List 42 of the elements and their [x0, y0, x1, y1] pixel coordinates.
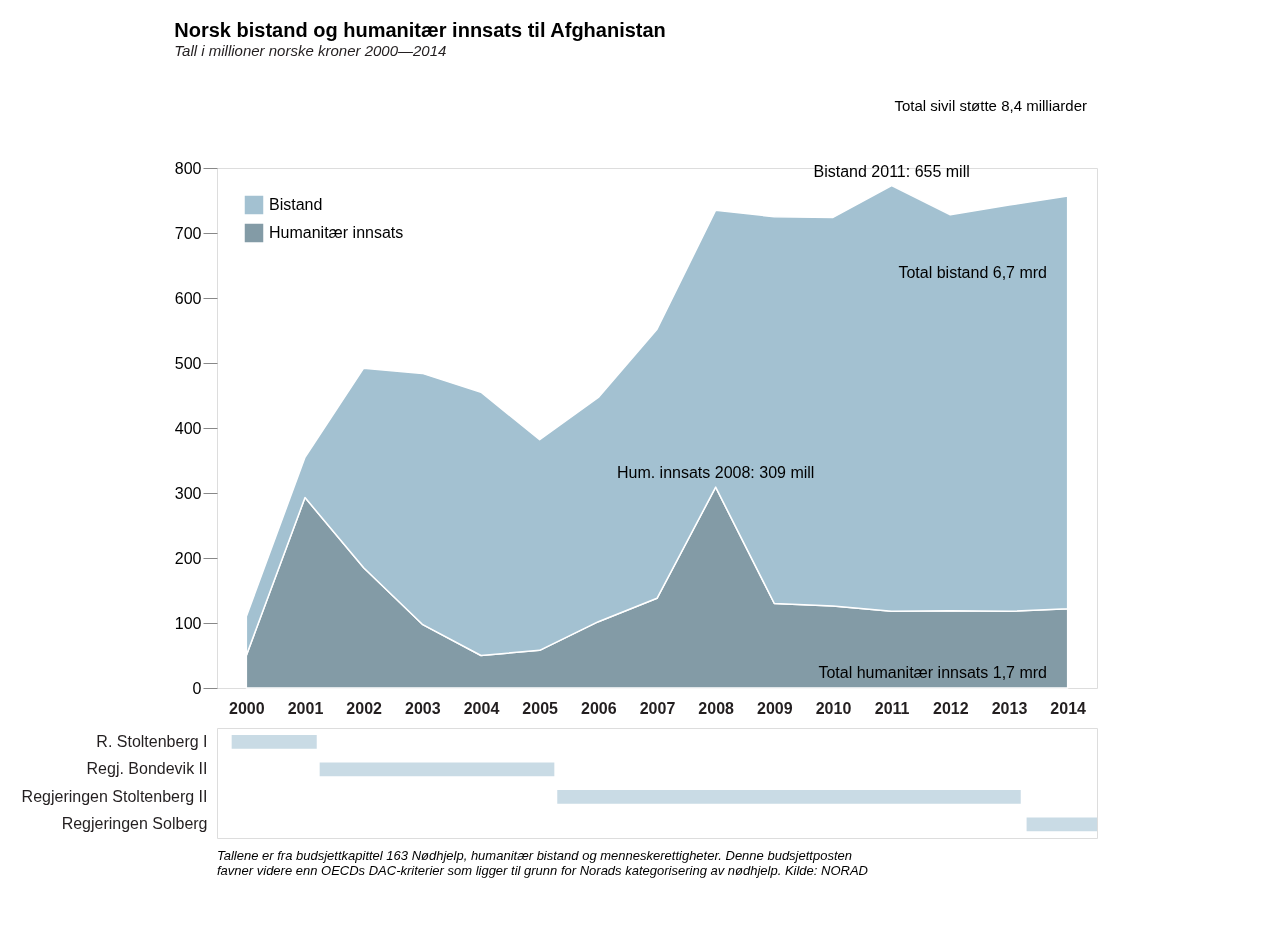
x-tick-label: 2009	[757, 699, 793, 717]
annotation: Total humanitær innsats 1,7 mrd	[818, 664, 1047, 681]
y-tick-label: 600	[174, 289, 202, 307]
y-tick-label: 100	[174, 614, 202, 632]
x-tick-label: 2004	[463, 699, 500, 717]
x-tick-label: 2002	[346, 699, 383, 717]
y-tick-label: Regjeringen Solberg	[61, 815, 208, 833]
y-tick-label: 300	[174, 484, 202, 502]
legend-label: Bistand	[269, 196, 323, 213]
y-tick-label: 500	[174, 354, 202, 372]
x-tick-label: 2014	[1050, 699, 1087, 717]
annotation: Total bistand 6,7 mrd	[898, 264, 1047, 281]
y-tick-label: Regj. Bondevik II	[86, 760, 208, 778]
x-tick-label: 2000	[229, 699, 265, 717]
bar	[319, 762, 555, 777]
chart-title: Norsk bistand og humanitær innsats til Afghanistan	[174, 19, 666, 41]
chart-subtitle: Tall i millioner norske kroner 2000—2014	[174, 42, 447, 59]
x-tick-label: 2006	[581, 699, 617, 717]
legend-label: Humanitær innsats	[269, 224, 404, 241]
bar	[1026, 817, 1097, 832]
x-tick-label: 2007	[639, 699, 676, 717]
x-tick-label: 2011	[874, 699, 910, 717]
y-tick-label: 700	[174, 224, 202, 242]
annotation: Hum. innsats 2008: 309 mill	[616, 464, 815, 482]
annotation: Bistand 2011: 655 mill	[813, 162, 970, 180]
text: Tallene er fra budsjettkapittel 163 Nødhjelp, humanitær bistand og menneskerettigheter. Denne budsjettposten favner videre enn OECDs DAC-kriterier som ligger til grunn for Norads kategorisering av nødhjelp. Kilde: NORAD	[217, 848, 868, 878]
x-tick-label: 2010	[815, 699, 852, 717]
y-tick-label: R. Stoltenberg I	[96, 732, 208, 750]
x-tick-label: 2013	[991, 699, 1028, 717]
bar	[557, 789, 1021, 804]
x-tick-label: 2005	[522, 699, 559, 717]
text: Total sivil støtte 8,4 milliarder	[894, 97, 1087, 114]
y-tick-label: Regjeringen Stoltenberg II	[21, 787, 208, 805]
y-tick-label: 400	[174, 419, 202, 437]
x-tick-label: 2001	[287, 699, 324, 717]
y-tick-label: 0	[192, 679, 202, 697]
x-tick-label: 2008	[698, 699, 735, 717]
x-tick-label: 2003	[405, 699, 441, 717]
bar	[231, 734, 317, 749]
y-tick-label: 200	[174, 549, 202, 567]
x-tick-label: 2012	[933, 699, 969, 717]
y-tick-label: 800	[174, 159, 202, 177]
